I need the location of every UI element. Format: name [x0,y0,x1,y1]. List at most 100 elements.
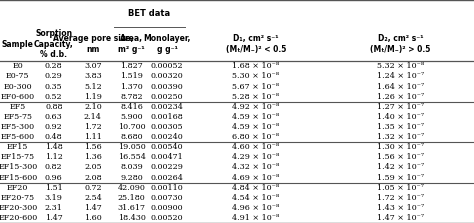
Text: 1.56: 1.56 [84,143,102,151]
Text: 0.88: 0.88 [45,103,63,111]
Text: 2.05: 2.05 [84,163,102,171]
Text: 0.00390: 0.00390 [151,83,183,91]
Text: 0.92: 0.92 [45,123,63,131]
Text: 1.40 × 10⁻⁷: 1.40 × 10⁻⁷ [377,113,424,121]
Text: 1.47 × 10⁻⁷: 1.47 × 10⁻⁷ [377,214,424,222]
Text: 1.27 × 10⁻⁷: 1.27 × 10⁻⁷ [377,103,424,111]
Text: 1.827: 1.827 [120,62,143,70]
Text: D₂, cm² s⁻¹
(Mₜ/M₋)² > 0.5: D₂, cm² s⁻¹ (Mₜ/M₋)² > 0.5 [370,34,431,54]
Text: 0.35: 0.35 [45,83,63,91]
Text: 1.26 × 10⁻⁷: 1.26 × 10⁻⁷ [377,93,424,101]
Text: 1.30 × 10⁻⁷: 1.30 × 10⁻⁷ [377,143,424,151]
Text: 1.47: 1.47 [84,204,102,212]
Text: 1.05 × 10⁻⁷: 1.05 × 10⁻⁷ [377,184,424,192]
Text: 4.32 × 10⁻⁸: 4.32 × 10⁻⁸ [232,163,280,171]
Text: 1.64 × 10⁻⁷: 1.64 × 10⁻⁷ [377,83,424,91]
Text: E0-75: E0-75 [6,72,29,81]
Text: 0.52: 0.52 [45,93,63,101]
Text: 1.72 × 10⁻⁷: 1.72 × 10⁻⁷ [377,194,424,202]
Text: 0.28: 0.28 [45,62,63,70]
Text: 31.617: 31.617 [118,204,146,212]
Text: 0.00730: 0.00730 [151,194,183,202]
Text: 4.60 × 10⁻⁸: 4.60 × 10⁻⁸ [232,143,280,151]
Text: 0.00540: 0.00540 [151,143,183,151]
Text: 10.700: 10.700 [118,123,146,131]
Text: 0.00052: 0.00052 [151,62,183,70]
Text: 4.91 × 10⁻⁸: 4.91 × 10⁻⁸ [232,214,280,222]
Text: EF20-300: EF20-300 [0,204,37,212]
Text: 5.30 × 10⁻⁸: 5.30 × 10⁻⁸ [232,72,280,81]
Text: 4.84 × 10⁻⁸: 4.84 × 10⁻⁸ [232,184,280,192]
Text: 1.51: 1.51 [45,184,63,192]
Text: 2.14: 2.14 [84,113,102,121]
Text: EF5: EF5 [9,103,26,111]
Text: Area,
m² g⁻¹: Area, m² g⁻¹ [118,34,145,54]
Text: 4.69 × 10⁻⁸: 4.69 × 10⁻⁸ [232,173,280,182]
Text: 1.519: 1.519 [120,72,143,81]
Text: 0.29: 0.29 [45,72,63,81]
Text: Sample: Sample [2,39,34,49]
Text: 9.280: 9.280 [120,173,143,182]
Text: 2.10: 2.10 [84,103,102,111]
Text: Average pore size,
nm: Average pore size, nm [53,34,133,54]
Text: 0.96: 0.96 [45,173,63,182]
Text: E0-300: E0-300 [3,83,32,91]
Text: 1.370: 1.370 [120,83,143,91]
Text: 2.08: 2.08 [84,173,102,182]
Text: 0.00305: 0.00305 [151,123,183,131]
Text: 4.59 × 10⁻⁸: 4.59 × 10⁻⁸ [232,123,280,131]
Text: EF20-600: EF20-600 [0,214,37,222]
Text: 4.92 × 10⁻⁸: 4.92 × 10⁻⁸ [232,103,280,111]
Text: 8.416: 8.416 [120,103,143,111]
Text: 0.00471: 0.00471 [151,153,183,161]
Text: EF15-75: EF15-75 [1,153,35,161]
Text: 8.039: 8.039 [120,163,143,171]
Text: Monolayer,
g g⁻¹: Monolayer, g g⁻¹ [144,34,191,54]
Text: 0.00234: 0.00234 [151,103,183,111]
Text: 1.24 × 10⁻⁷: 1.24 × 10⁻⁷ [377,72,424,81]
Text: 19.050: 19.050 [118,143,146,151]
Text: 1.68 × 10⁻⁸: 1.68 × 10⁻⁸ [232,62,280,70]
Text: 1.11: 1.11 [84,133,102,141]
Text: 0.72: 0.72 [84,184,102,192]
Text: 1.48: 1.48 [45,143,63,151]
Text: 1.59 × 10⁻⁷: 1.59 × 10⁻⁷ [377,173,424,182]
Text: EF20-75: EF20-75 [1,194,35,202]
Text: 5.900: 5.900 [120,113,143,121]
Text: 5.12: 5.12 [84,83,102,91]
Text: EF0-600: EF0-600 [1,93,35,101]
Text: 0.00900: 0.00900 [151,204,183,212]
Text: 0.48: 0.48 [45,133,63,141]
Text: 8.680: 8.680 [120,133,143,141]
Text: 4.59 × 10⁻⁸: 4.59 × 10⁻⁸ [232,113,280,121]
Text: 3.07: 3.07 [84,62,102,70]
Text: 1.35 × 10⁻⁷: 1.35 × 10⁻⁷ [377,123,424,131]
Text: BET data: BET data [128,9,170,18]
Text: D₁, cm² s⁻¹
(Mₜ/M₋)² < 0.5: D₁, cm² s⁻¹ (Mₜ/M₋)² < 0.5 [226,34,286,54]
Text: EF5-600: EF5-600 [1,133,35,141]
Text: 18.430: 18.430 [118,214,146,222]
Text: 2.54: 2.54 [84,194,102,202]
Text: EF5-75: EF5-75 [3,113,32,121]
Text: 1.42 × 10⁻⁷: 1.42 × 10⁻⁷ [377,163,424,171]
Text: 2.31: 2.31 [45,204,63,212]
Text: 0.00110: 0.00110 [151,184,183,192]
Text: 0.63: 0.63 [45,113,63,121]
Text: 1.43 × 10⁻⁷: 1.43 × 10⁻⁷ [377,204,424,212]
Text: 4.29 × 10⁻⁸: 4.29 × 10⁻⁸ [232,153,280,161]
Text: 1.72: 1.72 [84,123,102,131]
Text: 4.96 × 10⁻⁸: 4.96 × 10⁻⁸ [232,204,280,212]
Text: 1.19: 1.19 [84,93,102,101]
Text: 0.00520: 0.00520 [151,214,183,222]
Text: E0: E0 [12,62,23,70]
Text: EF20: EF20 [7,184,28,192]
Text: 0.00250: 0.00250 [151,93,183,101]
Text: 8.782: 8.782 [120,93,143,101]
Text: EF5-300: EF5-300 [1,123,35,131]
Text: 1.12: 1.12 [45,153,63,161]
Text: EF15-300: EF15-300 [0,163,37,171]
Text: EF15-600: EF15-600 [0,173,37,182]
Text: 1.47: 1.47 [45,214,63,222]
Text: 0.00229: 0.00229 [151,163,183,171]
Text: 42.090: 42.090 [118,184,146,192]
